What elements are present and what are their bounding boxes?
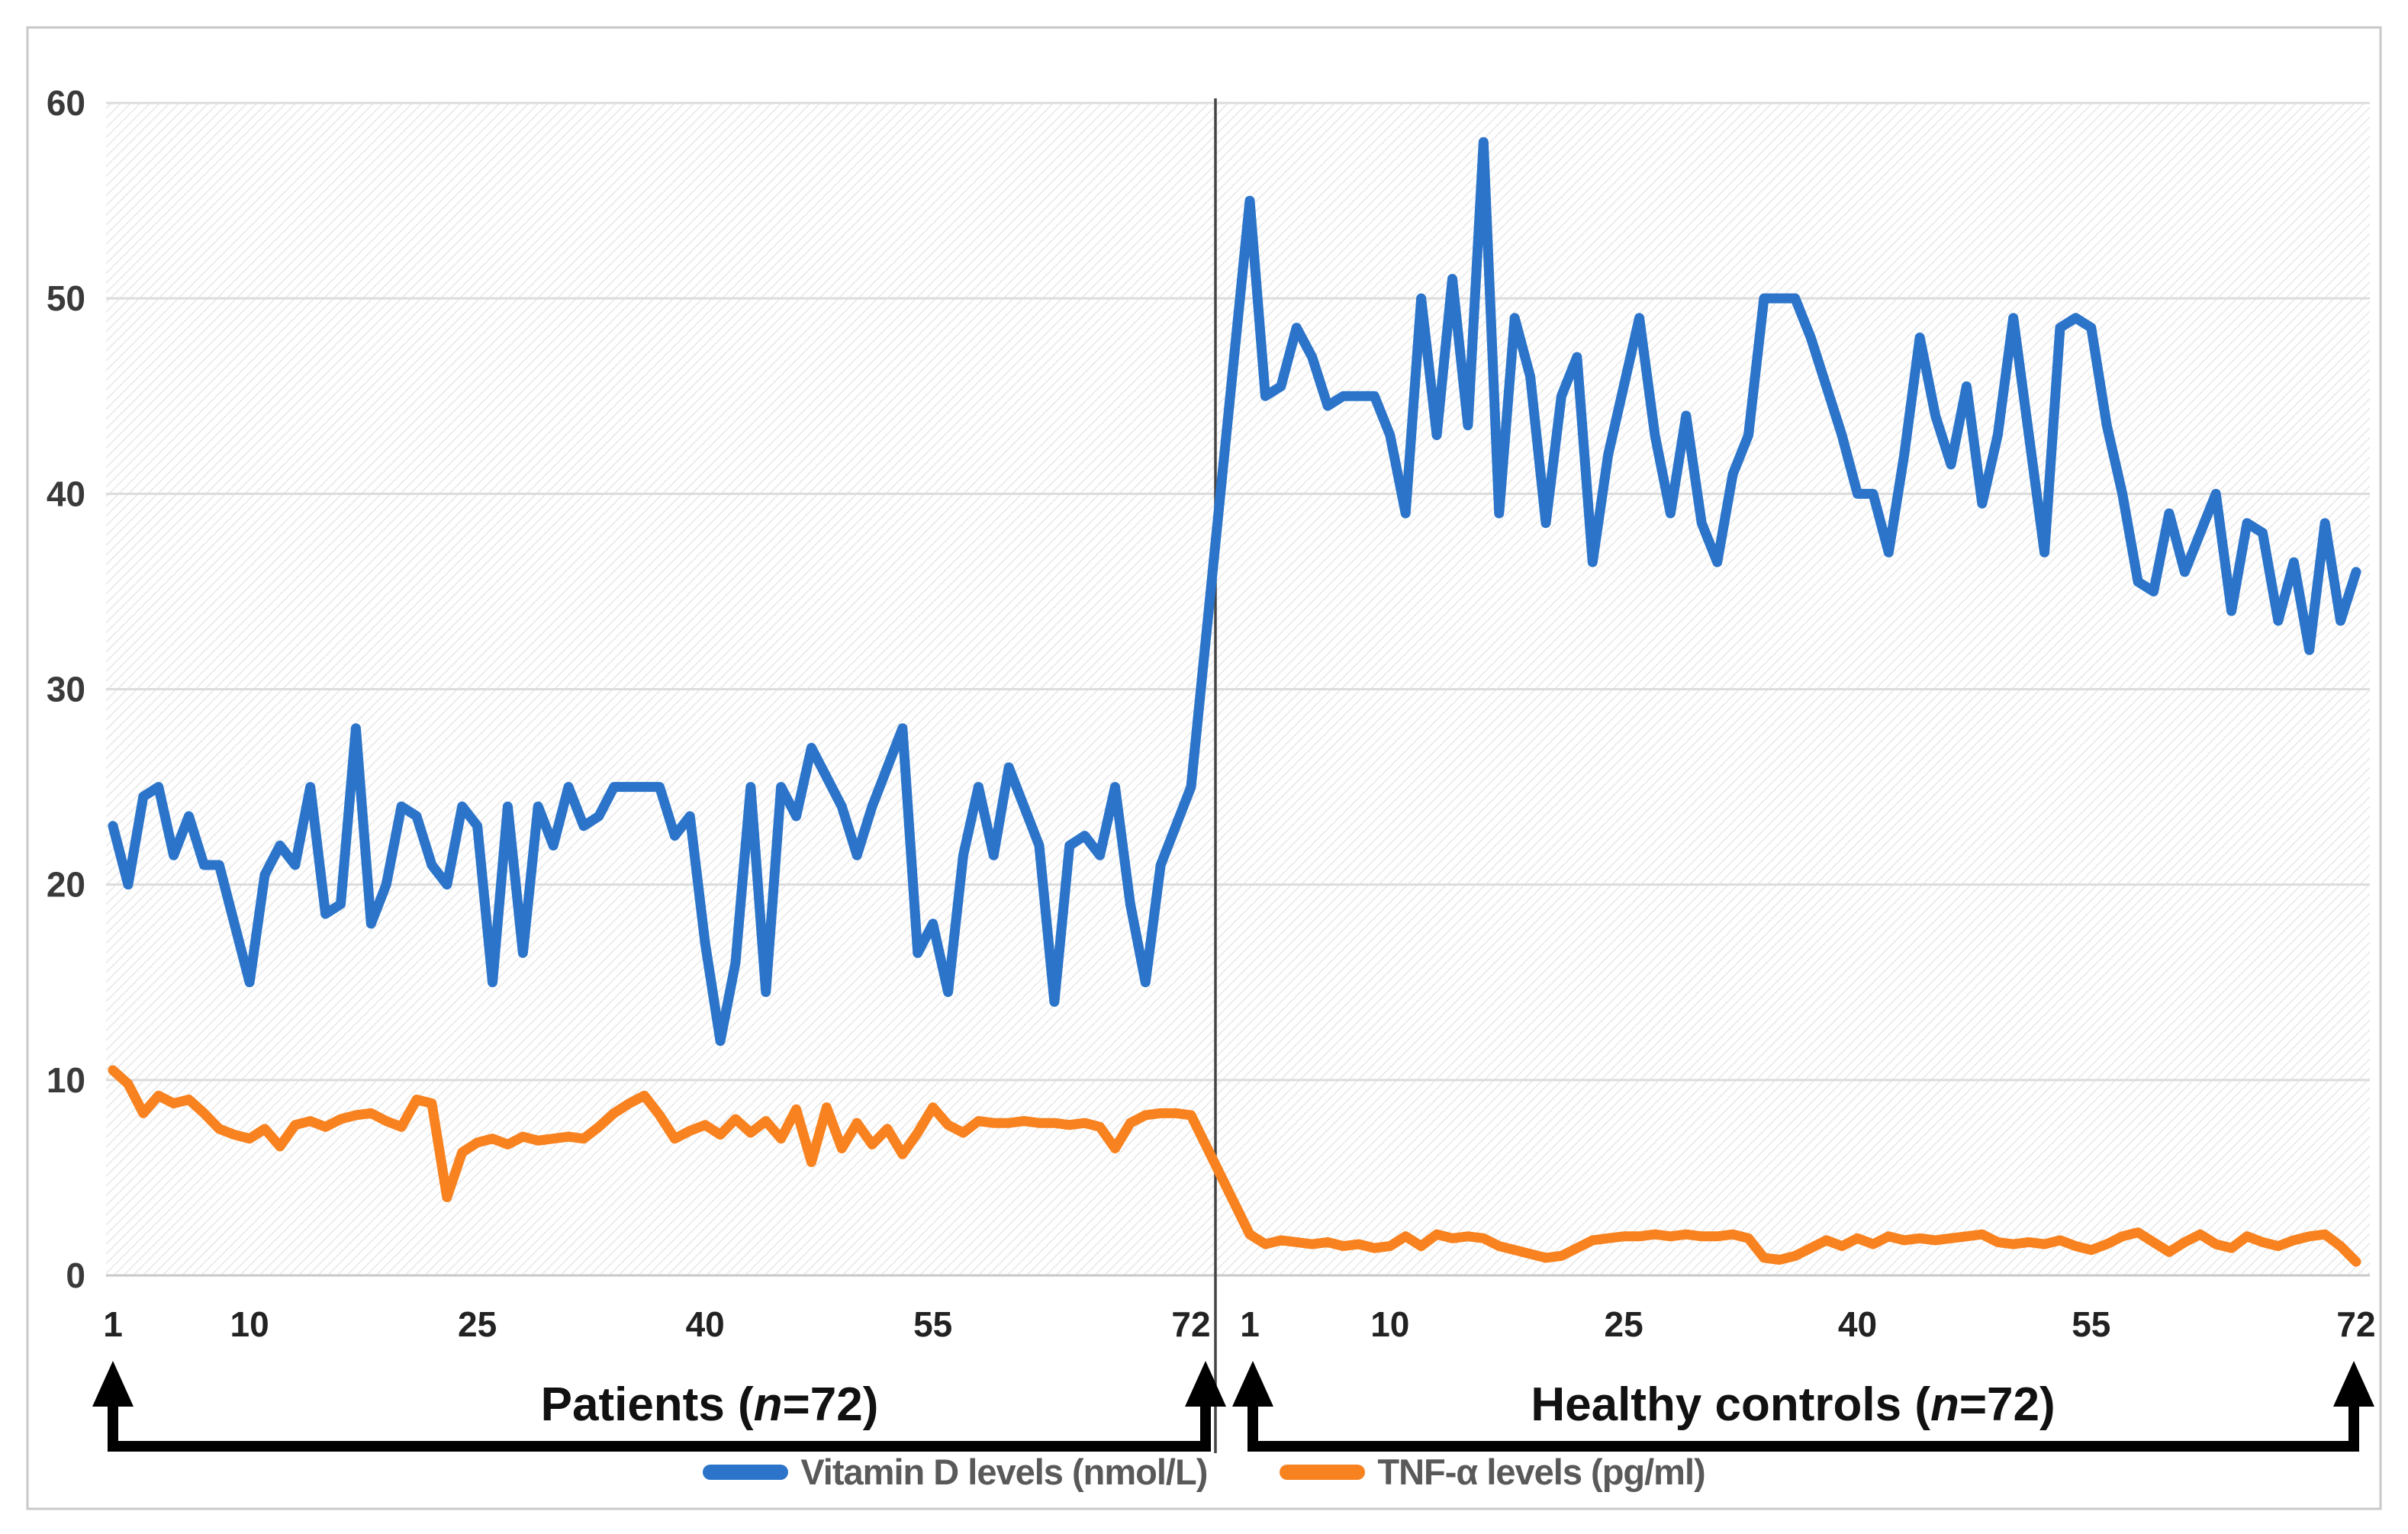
controls-range-arrow-head: [1232, 1361, 1273, 1407]
patients-range-arrow-stub: [1200, 1402, 1211, 1446]
y-tick-label: 20: [47, 865, 85, 905]
x-tick-label: 40: [1838, 1304, 1877, 1344]
figure-border: [26, 26, 2382, 1510]
x-tick-label: 72: [2336, 1304, 2375, 1344]
y-tick-label: 0: [66, 1256, 85, 1295]
vitamin-d-legend-label: Vitamin D levels (nmol/L): [800, 1452, 1208, 1492]
controls-range-arrow-stub: [1247, 1402, 1258, 1446]
y-tick-label: 30: [47, 670, 85, 709]
y-tick-label: 60: [47, 83, 85, 123]
legend-item-vitamin-d: Vitamin D levels (nmol/L): [703, 1451, 1208, 1493]
y-tick-label: 40: [47, 474, 85, 513]
x-tick-label: 25: [458, 1304, 497, 1344]
patients-range-arrow-bar: [108, 1441, 1211, 1452]
x-tick-label: 1: [103, 1304, 123, 1344]
legend: Vitamin D levels (nmol/L) TNF-α levels (…: [0, 1451, 2408, 1493]
controls-range-arrow-stub: [2348, 1402, 2359, 1446]
y-tick-label: 10: [47, 1060, 85, 1100]
x-tick-label: 25: [1605, 1304, 1643, 1344]
vitamin-d-line: [108, 137, 2361, 1047]
tnf-legend-label: TNF-α levels (pg/ml): [1377, 1452, 1705, 1492]
tnf-legend-swatch: [1280, 1464, 1366, 1480]
x-tick-label: 10: [230, 1304, 269, 1344]
vitamin-d-legend-swatch: [703, 1464, 789, 1480]
group-label: Patients (n=72): [541, 1378, 879, 1431]
x-tick-label: 72: [1171, 1304, 1210, 1344]
x-tick-label: 40: [686, 1304, 725, 1344]
controls-range-arrow-bar: [1247, 1441, 2359, 1452]
tnf-alpha-line: [108, 1065, 2361, 1267]
x-tick-label: 1: [1240, 1304, 1260, 1344]
legend-item-tnf: TNF-α levels (pg/ml): [1280, 1451, 1706, 1493]
group-label: Healthy controls (n=72): [1531, 1378, 2055, 1431]
x-tick-label: 10: [1370, 1304, 1409, 1344]
y-tick-label: 50: [47, 278, 85, 318]
patients-range-arrow-head: [1185, 1361, 1226, 1407]
x-tick-label: 55: [2072, 1304, 2110, 1344]
patients-range-arrow-head: [92, 1361, 134, 1407]
x-tick-label: 55: [913, 1304, 952, 1344]
controls-range-arrow-head: [2333, 1361, 2374, 1407]
patients-range-arrow-stub: [108, 1402, 118, 1446]
